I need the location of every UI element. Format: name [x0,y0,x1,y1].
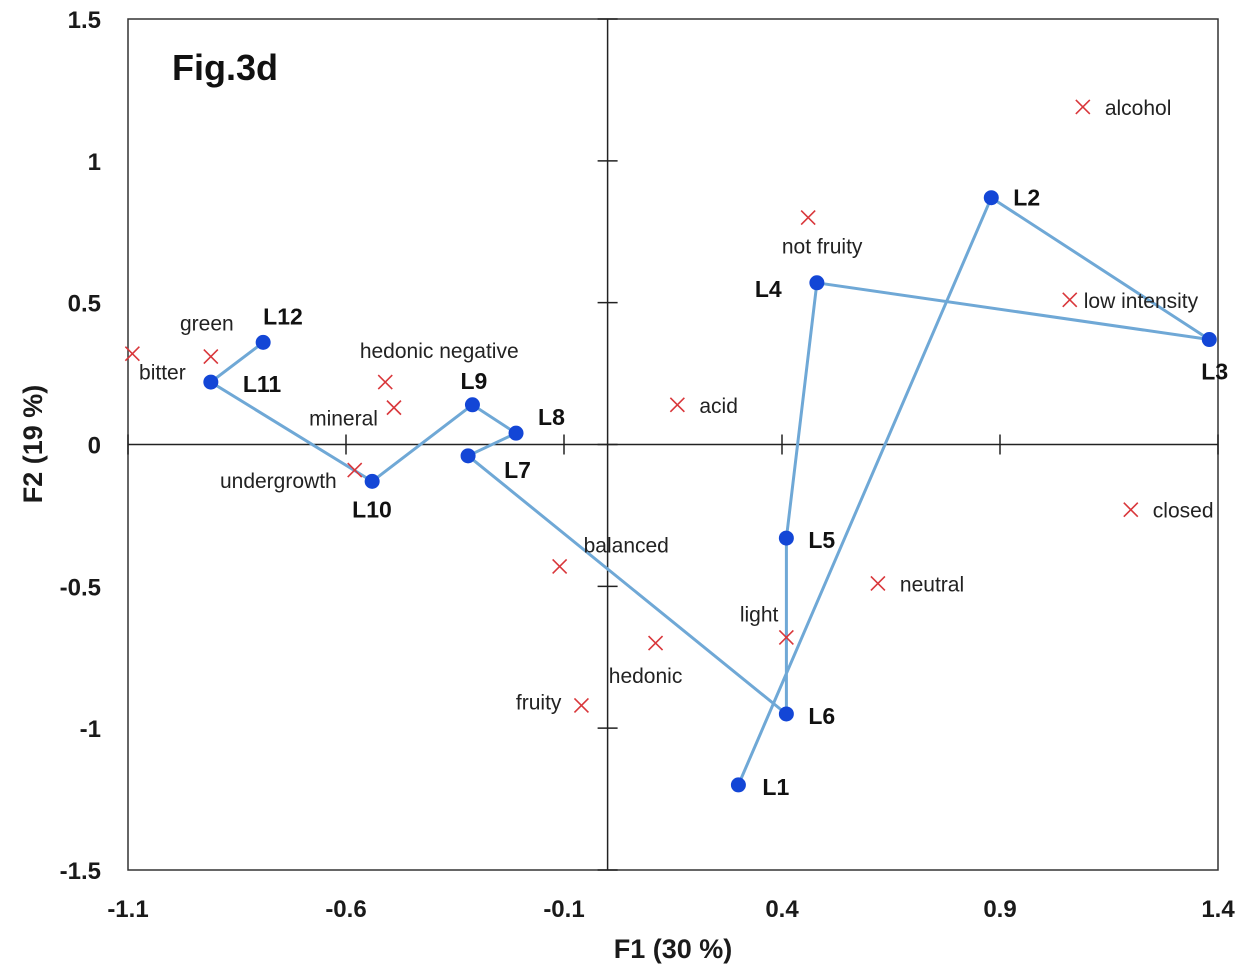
chart-title: Fig.3d [172,47,278,88]
y-tick-label: 1 [88,149,101,176]
point-label-l8: L8 [538,404,565,430]
y-axis-title: F2 (19 %) [18,385,48,504]
y-tick-label: -1 [80,716,101,743]
point-l6 [778,706,794,722]
variable-marker-not-fruity [800,210,816,226]
trajectory-path [209,196,1211,786]
variable-label-low-intensity: low intensity [1084,290,1199,313]
variable-markers: alcohol not fruity low intensity acid closed… [124,97,1214,714]
x-tick-label: 1.4 [1201,896,1235,923]
variable-marker-green [203,348,219,365]
axes-layer [127,18,1219,871]
point-label-l12: L12 [263,303,303,329]
variable-marker-hedonic-negative [377,374,393,390]
variable-label-alcohol: alcohol [1105,97,1172,120]
trajectory-points: L1 L2 L3 L4 L5 L6 L7 L8 L9 L10 L11 L12 [203,185,1228,800]
point-label-l10: L10 [352,496,392,522]
variable-label-fruity: fruity [516,691,562,714]
x-axis-title: F1 (30 %) [614,934,733,964]
x-tick-label: -0.1 [543,896,584,923]
variable-marker-neutral [870,575,886,592]
variable-label-not-fruity: not fruity [782,236,863,259]
point-label-l5: L5 [808,527,835,553]
point-label-l6: L6 [808,703,835,729]
point-label-l3: L3 [1201,359,1228,385]
point-label-l1: L1 [762,774,789,800]
variable-marker-closed [1123,502,1139,518]
x-tick-label: -1.1 [107,896,148,923]
point-l1 [730,777,746,793]
variable-marker-alcohol [1075,99,1091,115]
y-tick-label: 0 [88,433,101,460]
variable-marker-bitter [124,346,140,362]
point-l3 [1201,332,1217,348]
variable-marker-light [778,629,794,645]
tick-labels: -1.1 -0.6 -0.1 0.4 0.9 1.4 1.5 1 0.5 0 -0.5 -1 -1.5 [60,7,1236,923]
x-tick-label: 0.4 [765,896,799,923]
x-tick-label: 0.9 [983,896,1016,923]
variable-label-acid: acid [699,395,738,418]
variable-label-green: green [180,313,234,336]
point-l12 [255,334,271,350]
point-label-l7: L7 [504,457,531,483]
point-l5 [778,530,794,546]
point-l8 [508,425,524,441]
point-l2 [983,190,999,206]
variable-marker-acid [669,397,685,413]
point-l11 [203,374,219,390]
y-tick-label: 0.5 [68,291,101,318]
variable-label-light: light [740,603,779,626]
variable-marker-balanced [552,558,568,575]
variable-marker-undergrowth [347,462,363,478]
variable-label-mineral: mineral [309,408,378,431]
point-label-l11: L11 [243,371,282,397]
point-l9 [464,397,480,413]
variable-label-undergrowth: undergrowth [220,470,337,493]
variable-label-hedonic-negative: hedonic negative [360,340,519,363]
variable-marker-hedonic [647,635,664,651]
y-tick-label: -1.5 [60,858,101,885]
variable-label-bitter: bitter [139,362,186,385]
point-label-l2: L2 [1013,185,1040,211]
variable-marker-mineral [386,400,402,416]
variable-marker-fruity [573,697,590,714]
variable-marker-low-intensity [1062,292,1078,308]
y-tick-label: -0.5 [60,574,101,601]
variable-label-balanced: balanced [584,534,669,557]
trajectory-line [209,196,1211,786]
point-label-l4: L4 [755,276,782,302]
point-l10 [364,473,380,489]
point-label-l9: L9 [460,368,487,394]
y-tick-label: 1.5 [68,7,101,34]
variable-label-hedonic: hedonic [609,665,683,688]
point-l7 [460,448,476,464]
variable-label-neutral: neutral [900,573,964,596]
point-l4 [809,275,825,291]
variable-label-closed: closed [1153,500,1214,523]
x-tick-label: -0.6 [325,896,366,923]
